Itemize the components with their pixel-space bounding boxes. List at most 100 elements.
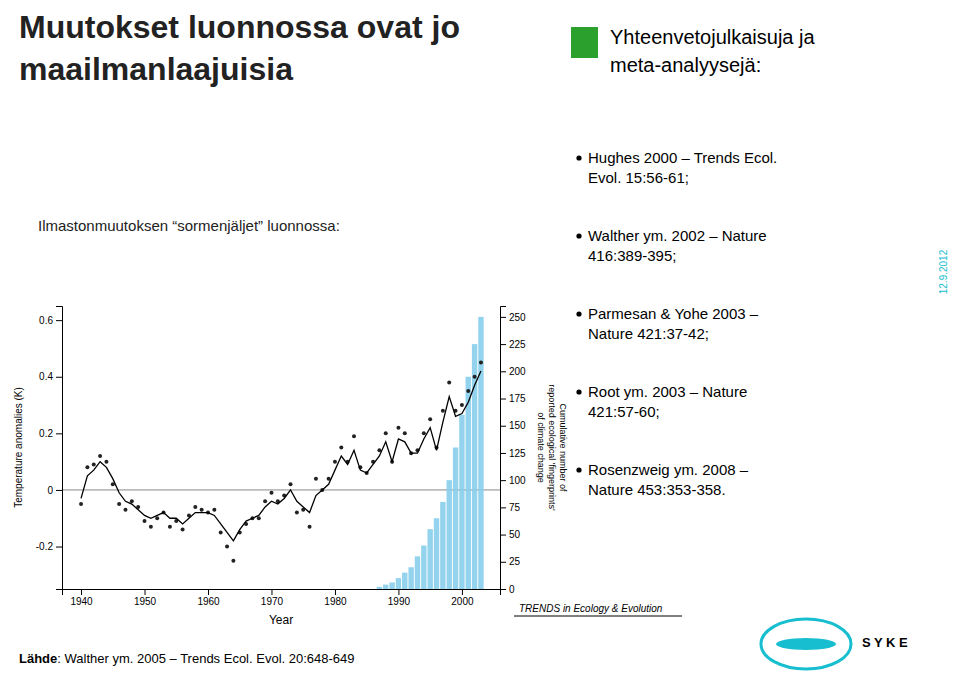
point — [225, 545, 229, 549]
y-axis-tick: 0.6 — [39, 315, 62, 326]
point — [422, 431, 426, 435]
point — [403, 431, 407, 435]
y2-axis-tick: 100 — [500, 475, 526, 486]
point — [85, 465, 89, 469]
x-axis-tick-mark — [208, 589, 209, 595]
point — [231, 559, 235, 563]
bullet-text-line: 421:57-60; — [588, 403, 660, 420]
y-axis-tick-label: 0.2 — [39, 428, 53, 439]
point — [92, 462, 96, 466]
point — [289, 482, 293, 486]
y-axis-tick-mark — [56, 547, 62, 548]
y2-axis-tick-mark — [500, 535, 506, 536]
y-axis-tick-label: -0.2 — [36, 541, 54, 552]
bullet-text-line: 416:389-395; — [588, 247, 676, 264]
y2-axis-tick-label: 125 — [509, 448, 526, 459]
bullet-text-line: Nature 453:353-358. — [588, 481, 726, 498]
y2-axis-tick-mark — [500, 589, 506, 590]
y-axis-tick-label: 0.6 — [39, 315, 53, 326]
y2-axis-tick-mark — [500, 426, 506, 427]
y-axis-tick-mark — [56, 377, 62, 378]
point — [149, 525, 153, 529]
y2-axis-tick-label: 250 — [509, 312, 526, 323]
point — [181, 528, 185, 532]
y2-axis-tick-mark — [500, 480, 506, 481]
bullet-text-line: Evol. 15:56-61; — [588, 169, 689, 186]
point — [168, 525, 172, 529]
y-axis-title: Temperature anomalies (K) — [13, 387, 24, 508]
title: Muutokset luonnossa ovat jomaailmanlaaju… — [19, 9, 460, 87]
y2-axis-tick: 125 — [500, 448, 526, 459]
point — [314, 477, 318, 481]
point — [466, 389, 470, 393]
bar — [427, 529, 432, 589]
section-header: Yhteenvetojulkaisuja jameta-analyysejä: — [610, 26, 815, 76]
y-axis-tick-mark — [56, 320, 62, 321]
bullet-dot — [576, 155, 581, 160]
bar — [402, 573, 407, 589]
x-axis-tick-label: 1940 — [70, 596, 93, 607]
bar — [434, 518, 439, 589]
point — [212, 508, 216, 512]
y2-axis-tick-label: 150 — [509, 420, 526, 431]
bullet-text: Rosenzweig ym. 2008 –Nature 453:353-358. — [588, 461, 749, 498]
x-axis-tick-mark — [271, 589, 272, 595]
y2-axis-title: Cumulative number ofreported ecological … — [536, 384, 568, 511]
point — [143, 519, 147, 523]
footer-bold: Lähde — [19, 651, 57, 666]
y2-axis-tick-mark — [500, 453, 506, 454]
point — [473, 375, 477, 379]
y2-axis-tick-label: 200 — [509, 366, 526, 377]
bar — [466, 377, 471, 589]
trends-rule — [514, 616, 682, 617]
x-axis-tick-mark — [81, 589, 82, 595]
point — [269, 491, 273, 495]
bullet-text-line: Parmesan & Yohe 2003 – — [588, 305, 759, 322]
x-axis-tick-label: 1970 — [261, 596, 284, 607]
y2-axis-tick-label: 225 — [509, 339, 526, 350]
y-axis-tick: 0.4 — [39, 371, 62, 382]
subtitle: Ilmastonmuutoksen “sormenjäljet” luonnos… — [38, 217, 340, 234]
y2-axis-tick-mark — [500, 344, 506, 345]
point — [98, 454, 102, 458]
point — [79, 502, 83, 506]
y2-axis-tick-mark — [500, 371, 506, 372]
point — [117, 502, 121, 506]
y2-axis-tick-mark — [500, 562, 506, 563]
y2-axis-tick: 150 — [500, 420, 526, 431]
point — [155, 516, 159, 520]
bullet-dot — [576, 389, 581, 394]
x-axis-tick-mark — [398, 589, 399, 595]
bullet-dot — [576, 467, 581, 472]
y-axis-tick-mark — [56, 433, 62, 434]
y2-axis-tick: 250 — [500, 312, 526, 323]
y2-axis-tick-label: 50 — [509, 529, 521, 540]
y2-axis-tick: 50 — [500, 529, 521, 540]
y-axis-tick: 0 — [47, 485, 62, 496]
bullet-dot — [576, 311, 581, 316]
x-axis-tick: 1980 — [324, 589, 347, 607]
y2-axis-tick: 25 — [500, 556, 521, 567]
y-axis-tick-label: 0.4 — [39, 371, 53, 382]
y2-axis-tick-label: 175 — [509, 393, 526, 404]
x-axis: 1940195019601970198019902000 — [63, 589, 501, 607]
x-axis-title: Year — [269, 613, 293, 627]
y-axis-line — [56, 307, 63, 590]
y2-axis-tick: 225 — [500, 339, 526, 350]
point — [130, 499, 134, 503]
line — [81, 371, 481, 541]
point — [104, 460, 108, 464]
y-axis-tick: -0.2 — [36, 541, 62, 552]
y2-axis-line — [501, 307, 507, 590]
logo-band — [776, 638, 836, 650]
bar — [389, 582, 394, 589]
x-axis-tick: 2000 — [451, 589, 474, 607]
y-axis: -0.2 0 0.2 0.4 0.6 — [36, 307, 63, 590]
x-axis-tick-mark — [462, 589, 463, 595]
bullet-text-line: Root ym. 2003 – Nature — [588, 383, 747, 400]
x-axis-tick-label: 1960 — [197, 596, 220, 607]
point — [352, 434, 356, 438]
x-axis-tick: 1960 — [197, 589, 220, 607]
y2-axis-title-line: reported ecological 'fingerprints' — [547, 384, 557, 511]
section-header-line: Yhteenvetojulkaisuja ja — [610, 26, 815, 48]
